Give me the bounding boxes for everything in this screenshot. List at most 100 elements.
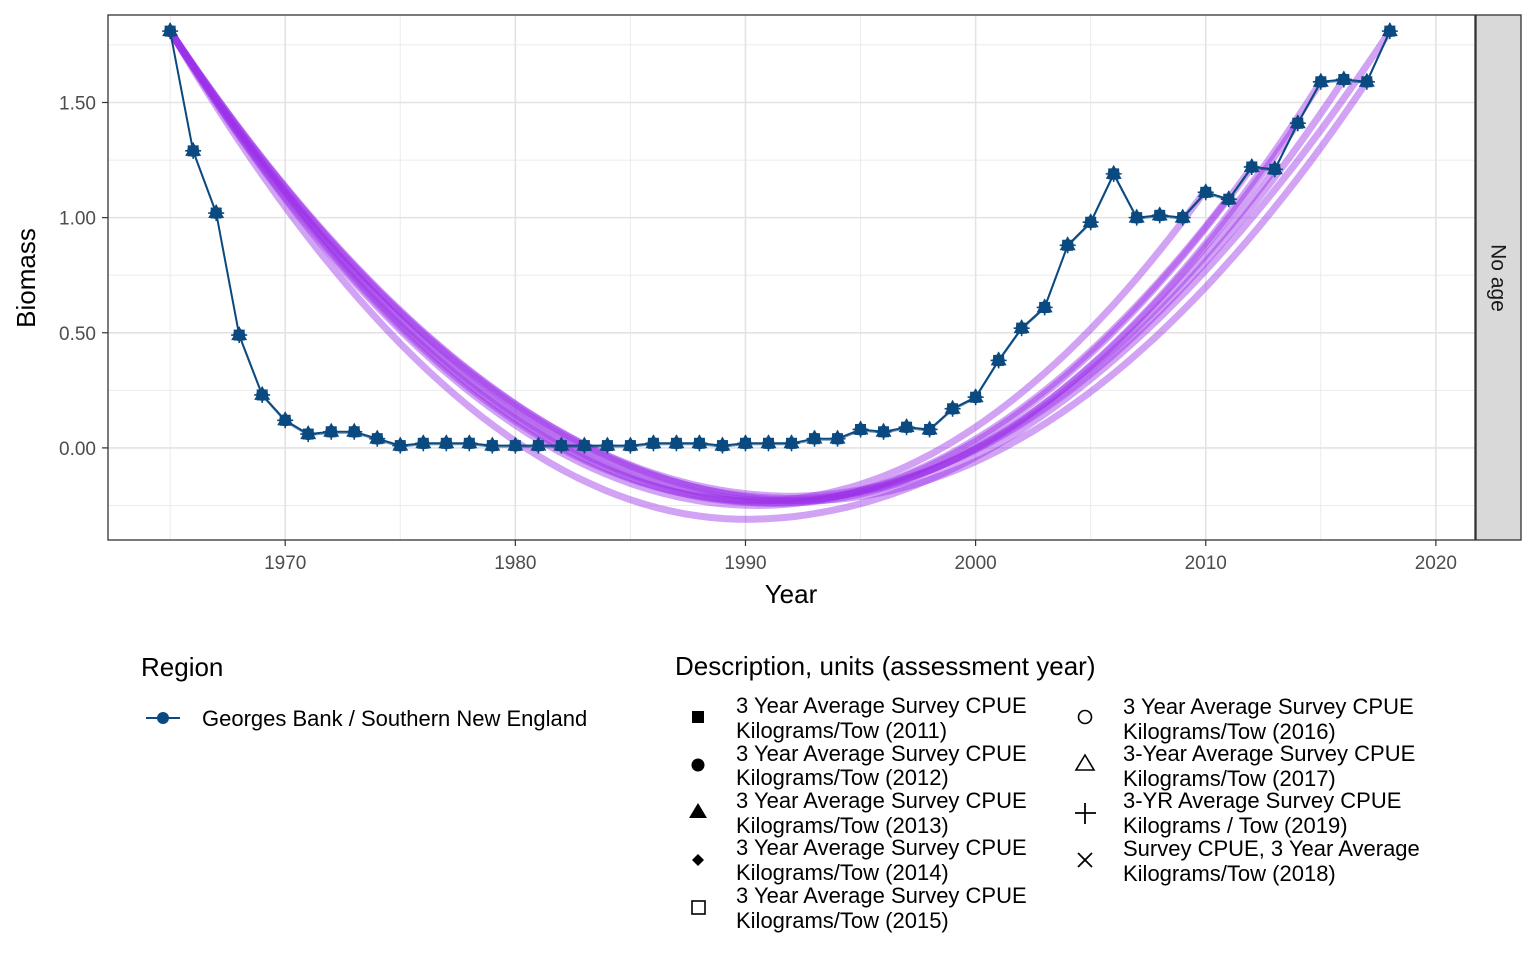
data-point: [852, 420, 869, 438]
description-legend-title: Description, units (assessment year): [675, 651, 1095, 681]
legend-item-line2: Kilograms/Tow (2015): [736, 908, 949, 933]
legend-item-2011: 3 Year Average Survey CPUE Kilograms/Tow…: [692, 693, 1027, 743]
data-point: [392, 436, 409, 454]
region-legend-title: Region: [141, 652, 223, 682]
data-point: [576, 436, 593, 454]
data-point: [1105, 164, 1122, 182]
data-point: [323, 422, 340, 440]
x-tick-label: 2020: [1415, 553, 1457, 574]
legend-item-line1: 3-Year Average Survey CPUE: [1123, 741, 1415, 766]
data-point: [1128, 208, 1145, 226]
filled-square-icon: [692, 711, 704, 723]
data-point: [185, 141, 202, 159]
plot-panel-background: [108, 15, 1475, 540]
data-point: [461, 434, 478, 452]
trend-layer: [166, 27, 1394, 523]
y-tick-label: 1.50: [59, 94, 96, 115]
y-axis-title: Biomass: [11, 228, 41, 328]
legend-item-line1: 3-YR Average Survey CPUE: [1123, 788, 1401, 813]
data-point: [438, 434, 455, 452]
cross-icon: [1077, 852, 1093, 868]
legend-item-2013: 3 Year Average Survey CPUE Kilograms/Tow…: [689, 788, 1027, 838]
trend-fit-line: [166, 27, 1233, 509]
data-point: [944, 399, 961, 417]
y-tick-label: 0.50: [59, 324, 96, 345]
open-circle-icon: [1077, 709, 1093, 725]
data-point: [967, 388, 984, 406]
trend-fit-line: [166, 27, 1256, 507]
data-point: [714, 436, 731, 454]
legend-item-line1: 3 Year Average Survey CPUE: [1123, 694, 1414, 719]
data-point: [231, 326, 248, 344]
region-legend: Region Georges Bank / Southern New Engla…: [141, 652, 587, 731]
x-axis: 1970 1980 1990 2000 2010 2020: [264, 540, 1457, 574]
data-point: [1197, 183, 1214, 201]
legend-item-2019: 3-YR Average Survey CPUE Kilograms / Tow…: [1075, 788, 1401, 838]
data-point: [369, 429, 386, 447]
legend-item-2016: 3 Year Average Survey CPUE Kilograms/Tow…: [1077, 694, 1414, 744]
open-square-icon: [691, 900, 706, 915]
description-legend: Description, units (assessment year) 3 Y…: [675, 651, 1420, 933]
data-point: [530, 436, 547, 454]
data-point: [1335, 70, 1352, 88]
facet-strip: [1475, 14, 1522, 541]
data-point: [737, 434, 754, 452]
legend-item-line1: 3 Year Average Survey CPUE: [736, 788, 1027, 813]
legend-item-line2: Kilograms/Tow (2013): [736, 813, 949, 838]
legend-item-line2: Kilograms / Tow (2019): [1123, 813, 1348, 838]
data-point: [645, 434, 662, 452]
data-point: [622, 436, 639, 454]
x-tick-label: 1980: [494, 553, 536, 574]
legend-item-line2: Kilograms/Tow (2016): [1123, 719, 1336, 744]
series-layer: [162, 22, 1398, 454]
data-point: [1358, 72, 1375, 90]
data-point: [277, 411, 294, 429]
data-point: [484, 436, 501, 454]
data-point: [1036, 298, 1053, 316]
data-point: [691, 434, 708, 452]
trend-fit-line: [166, 27, 1279, 505]
data-point: [921, 420, 938, 438]
data-point: [783, 434, 800, 452]
facet-strip-label: No age: [1487, 244, 1510, 312]
legend-item-line1: 3 Year Average Survey CPUE: [736, 835, 1027, 860]
region-legend-item: Georges Bank / Southern New England: [146, 706, 587, 731]
legend-item-line2: Kilograms/Tow (2012): [736, 765, 949, 790]
legend-item-line2: Kilograms/Tow (2011): [736, 718, 947, 743]
legend-item-line2: Kilograms/Tow (2018): [1123, 861, 1336, 886]
x-tick-label: 1990: [724, 553, 766, 574]
legend-item-line1: 3 Year Average Survey CPUE: [736, 883, 1027, 908]
region-legend-label: Georges Bank / Southern New England: [202, 706, 587, 731]
legend-item-2015: 3 Year Average Survey CPUE Kilograms/Tow…: [691, 883, 1027, 933]
legend-item-2018: Survey CPUE, 3 Year Average Kilograms/To…: [1077, 836, 1420, 886]
legend-item-line1: 3 Year Average Survey CPUE: [736, 741, 1027, 766]
legend-item-2012: 3 Year Average Survey CPUE Kilograms/Tow…: [691, 741, 1027, 790]
legend-item-line1: 3 Year Average Survey CPUE: [736, 693, 1027, 718]
data-point: [162, 22, 179, 40]
data-point: [668, 434, 685, 452]
data-point: [1381, 22, 1398, 40]
x-tick-label: 1970: [264, 553, 306, 574]
data-point: [346, 422, 363, 440]
plot-panel-border: [107, 14, 1476, 541]
legend-item-line2: Kilograms/Tow (2014): [736, 860, 949, 885]
filled-circle-icon: [691, 758, 705, 772]
data-point: [1059, 236, 1076, 254]
data-point: [1082, 213, 1099, 231]
legend-item-line2: Kilograms/Tow (2017): [1123, 766, 1336, 791]
trend-fit-line: [166, 27, 1348, 500]
y-tick-label: 1.00: [59, 209, 96, 230]
plus-icon: [1075, 803, 1096, 824]
x-tick-label: 2010: [1185, 553, 1227, 574]
open-triangle-icon: [1074, 753, 1096, 771]
data-point: [208, 204, 225, 222]
data-point: [760, 434, 777, 452]
y-axis: 0.00 0.50 1.00 1.50: [59, 94, 108, 460]
legend-item-2014: 3 Year Average Survey CPUE Kilograms/Tow…: [692, 835, 1027, 885]
trend-fit-line: [166, 27, 1210, 505]
data-point: [1220, 190, 1237, 208]
line-circle-icon: [146, 712, 180, 724]
data-point: [415, 434, 432, 452]
trend-fit-line: [166, 27, 1325, 502]
